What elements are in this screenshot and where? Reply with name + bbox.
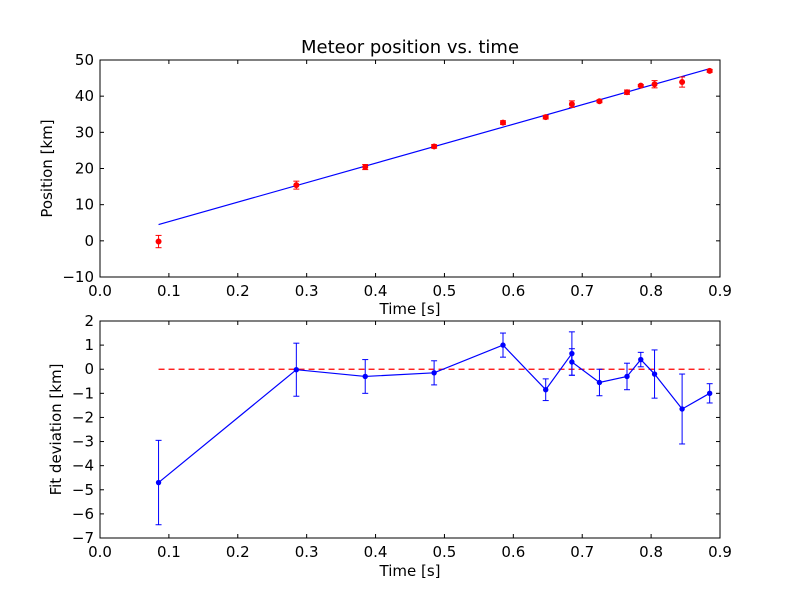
data-point bbox=[624, 373, 630, 380]
data-point bbox=[706, 390, 713, 397]
plot-area-frame bbox=[99, 320, 721, 539]
y-tick-label: −10 bbox=[62, 268, 94, 286]
x-tick-label: 0.3 bbox=[295, 543, 319, 561]
y-tick-label: 2 bbox=[84, 312, 94, 330]
data-point bbox=[431, 143, 438, 150]
x-tick-label: 0.4 bbox=[364, 543, 388, 561]
x-tick-label: 0.5 bbox=[433, 543, 457, 561]
data-point bbox=[431, 370, 437, 376]
x-tick-label: 0.5 bbox=[433, 282, 457, 300]
y-tick-label: 20 bbox=[75, 160, 94, 178]
y-tick-label: 0 bbox=[84, 232, 94, 250]
y-tick-label: 10 bbox=[75, 196, 94, 214]
x-tick-label: 0.1 bbox=[157, 543, 181, 561]
data-point bbox=[637, 82, 644, 89]
y-tick-label: −2 bbox=[72, 408, 94, 426]
data-point bbox=[679, 79, 686, 86]
data-point bbox=[706, 67, 713, 74]
data-point bbox=[155, 238, 162, 245]
y-tick-label: −4 bbox=[72, 457, 94, 475]
axis-ticks: 0.0 0.1 0.2 0.3 0.4 0.5 0.6 0.7 0.8 0.9 −7 −6 −5 −4 −3… bbox=[72, 312, 732, 561]
y-tick-label: −1 bbox=[72, 384, 94, 402]
plot-marks bbox=[155, 67, 713, 249]
data-point bbox=[596, 98, 603, 105]
x-tick-label: 0.8 bbox=[639, 282, 663, 300]
y-tick-label: −3 bbox=[72, 433, 94, 451]
data-point bbox=[568, 101, 575, 108]
data-point bbox=[362, 373, 368, 380]
data-point bbox=[569, 359, 575, 365]
x-tick-label: 0.9 bbox=[708, 543, 732, 561]
y-tick-label: 1 bbox=[84, 336, 94, 354]
y-tick-label: −5 bbox=[72, 481, 94, 499]
x-tick-label: 0.6 bbox=[501, 282, 525, 300]
data-point bbox=[543, 387, 549, 393]
y-tick-label: −7 bbox=[72, 529, 94, 547]
x-tick-label: 0.0 bbox=[88, 282, 112, 300]
data-point bbox=[293, 367, 300, 373]
data-point bbox=[596, 379, 603, 386]
x-tick-label: 0.7 bbox=[570, 282, 594, 300]
data-point bbox=[651, 371, 658, 377]
chart-title: Meteor position vs. time bbox=[301, 37, 519, 58]
data-point bbox=[362, 164, 369, 171]
data-point bbox=[155, 479, 162, 486]
position-plot: Meteor position vs. time 0.0 0.1 0.2 0.3 0.4… bbox=[38, 37, 732, 318]
x-tick-label: 0.7 bbox=[570, 543, 594, 561]
x-tick-label: 0.9 bbox=[708, 282, 732, 300]
data-point bbox=[638, 356, 644, 363]
x-tick-label: 0.2 bbox=[226, 282, 250, 300]
y-tick-label: 50 bbox=[75, 51, 94, 69]
x-tick-label: 0.3 bbox=[295, 282, 319, 300]
data-point bbox=[679, 406, 685, 412]
data-point bbox=[500, 342, 506, 348]
deviation-plot: 0.0 0.1 0.2 0.3 0.4 0.5 0.6 0.7 0.8 0.9 −7 −6 −5 −4 −3… bbox=[47, 312, 732, 580]
x-tick-label: 0.6 bbox=[501, 543, 525, 561]
x-tick-label: 0.8 bbox=[639, 543, 663, 561]
y-tick-label: −6 bbox=[72, 505, 94, 523]
y-axis-label: Position [km] bbox=[38, 119, 56, 217]
plot-marks bbox=[155, 331, 713, 526]
x-tick-label: 0.0 bbox=[88, 543, 112, 561]
data-point bbox=[542, 114, 549, 121]
x-tick-label: 0.4 bbox=[364, 282, 388, 300]
axis-ticks: 0.0 0.1 0.2 0.3 0.4 0.5 0.6 0.7 0.8 0.9 −10 0 10 20 30… bbox=[62, 51, 732, 300]
y-tick-label: 0 bbox=[84, 360, 94, 378]
data-point bbox=[651, 81, 658, 88]
y-tick-label: 40 bbox=[75, 87, 94, 105]
x-tick-label: 0.1 bbox=[157, 282, 181, 300]
x-tick-label: 0.2 bbox=[226, 543, 250, 561]
data-point bbox=[293, 182, 300, 189]
data-point bbox=[500, 119, 506, 126]
data-point bbox=[624, 89, 630, 96]
x-axis-label: Time [s] bbox=[379, 562, 441, 580]
y-axis-label: Fit deviation [km] bbox=[47, 364, 65, 496]
y-tick-label: 30 bbox=[75, 123, 94, 141]
x-axis-label: Time [s] bbox=[379, 300, 441, 318]
